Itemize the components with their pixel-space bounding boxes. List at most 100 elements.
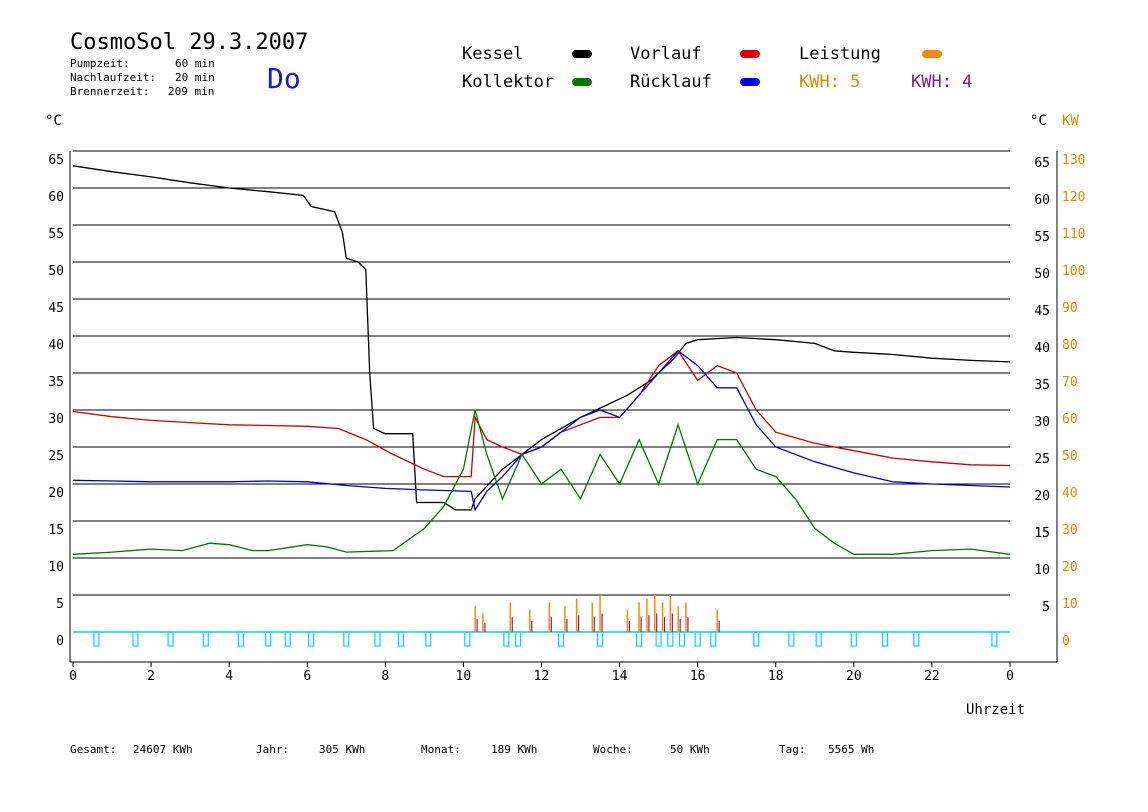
footer-gesamt-label: Gesamt: (70, 743, 117, 756)
chart-axes (69, 151, 1058, 663)
pump-marker-25 (815, 631, 822, 647)
pump-marker-4 (237, 631, 244, 647)
y2-tick-30: 30 (1062, 523, 1078, 538)
y-tick-right-25: 25 (1034, 452, 1050, 467)
pump-marker-28 (913, 631, 920, 647)
pump-marker-3 (202, 631, 209, 647)
info-pump-label: Pumpzeit: (70, 57, 130, 70)
x-tick-5: 10 (456, 669, 472, 684)
y-tick-left-60: 60 (48, 190, 64, 205)
y-tick-right-65: 65 (1034, 156, 1050, 171)
y2-tick-40: 40 (1062, 486, 1078, 501)
info-brenner-value: 209 min (168, 85, 215, 98)
grid-lines (73, 150, 1010, 633)
y-tick-right-10: 10 (1034, 563, 1050, 578)
legend-vorlauf-swatch (740, 50, 760, 58)
y-tick-left-5: 5 (56, 597, 64, 612)
footer-tag-label: Tag: (779, 743, 806, 756)
footer-woche-value: 50 KWh (670, 743, 710, 756)
pump-marker-10 (397, 631, 405, 647)
x-tick-2: 4 (225, 669, 233, 684)
legend-ruecklauf-label: Rücklauf (630, 72, 712, 92)
pump-markers (93, 631, 998, 647)
footer-woche-label: Woche: (593, 743, 633, 756)
pump-marker-17 (636, 631, 643, 647)
pump-marker-19 (667, 631, 674, 647)
legend-kwh-purple: KWH: 4 (911, 72, 973, 92)
legend-leistung-swatch (922, 50, 942, 58)
pump-marker-24 (788, 631, 795, 647)
y2-tick-130: 130 (1062, 153, 1085, 168)
y-tick-left-20: 20 (48, 486, 64, 501)
y-tick-right-20: 20 (1034, 489, 1050, 504)
x-tick-1: 2 (147, 669, 155, 684)
pump-marker-26 (850, 631, 857, 647)
y2-tick-60: 60 (1062, 412, 1078, 427)
power-bars (474, 595, 720, 632)
pump-marker-6 (284, 631, 291, 647)
pump-marker-9 (374, 631, 381, 647)
pump-marker-0 (93, 631, 100, 647)
x-tick-7: 14 (612, 669, 628, 684)
y-tick-right-55: 55 (1034, 230, 1050, 245)
legend-vorlauf-label: Vorlauf (630, 44, 702, 64)
y-left-unit: °C (45, 113, 62, 129)
pump-marker-15 (557, 631, 565, 647)
y-tick-right-50: 50 (1034, 267, 1050, 282)
pump-marker-29 (991, 631, 998, 647)
y2-tick-20: 20 (1062, 560, 1078, 575)
pump-marker-22 (710, 631, 717, 647)
footer-monat-value: 189 KWh (491, 743, 538, 756)
info-nachlauf-value: 20 min (175, 71, 215, 84)
x-tick-11: 22 (924, 669, 940, 684)
day-label: Do (267, 62, 301, 95)
y-tick-left-0: 0 (56, 634, 64, 649)
legend-kessel-swatch (572, 50, 592, 58)
info-nachlauf-label: Nachlaufzeit: (70, 71, 157, 84)
pump-marker-14 (514, 631, 522, 647)
legend-ruecklauf-swatch (740, 78, 760, 86)
x-axis-label: Uhrzeit (966, 702, 1026, 718)
y-tick-left-45: 45 (48, 301, 64, 316)
series-line-kessel (72, 165, 1011, 511)
pump-marker-2 (167, 631, 174, 647)
y-right-unit: °C (1030, 113, 1047, 129)
x-tick-9: 18 (768, 669, 784, 684)
pump-marker-11 (425, 631, 432, 647)
y2-tick-80: 80 (1062, 338, 1078, 353)
legend-kollektor-label: Kollektor (462, 72, 555, 92)
pump-marker-18 (655, 631, 662, 647)
legend-kollektor-swatch (572, 78, 592, 86)
y2-tick-110: 110 (1062, 227, 1085, 242)
y2-tick-0: 0 (1062, 634, 1070, 649)
y-tick-left-35: 35 (48, 375, 64, 390)
pump-marker-20 (678, 631, 686, 647)
y-right2-unit: KW (1062, 113, 1079, 129)
x-tick-3: 6 (303, 669, 311, 684)
series-lines (72, 165, 1011, 555)
y-tick-left-50: 50 (48, 264, 64, 279)
pump-marker-16 (596, 631, 604, 647)
pump-marker-27 (881, 631, 889, 647)
y-tick-left-10: 10 (48, 560, 64, 575)
x-tick-8: 16 (690, 669, 706, 684)
y2-tick-50: 50 (1062, 449, 1078, 464)
pump-marker-1 (132, 631, 139, 647)
y2-tick-10: 10 (1062, 597, 1078, 612)
footer-jahr-label: Jahr: (256, 743, 290, 756)
y-tick-left-65: 65 (48, 153, 64, 168)
pump-marker-12 (464, 631, 471, 647)
legend-kessel-label: Kessel (462, 44, 524, 64)
x-tick-0: 0 (69, 669, 77, 684)
pump-marker-13 (503, 631, 510, 647)
y-tick-right-45: 45 (1034, 304, 1050, 319)
y-tick-left-25: 25 (48, 449, 64, 464)
pump-marker-5 (265, 631, 272, 647)
y-tick-left-15: 15 (48, 523, 64, 538)
y2-tick-120: 120 (1062, 190, 1085, 205)
pump-marker-8 (343, 631, 350, 647)
y-tick-left-30: 30 (48, 412, 64, 427)
y-tick-left-40: 40 (48, 338, 64, 353)
y-tick-right-35: 35 (1034, 378, 1050, 393)
